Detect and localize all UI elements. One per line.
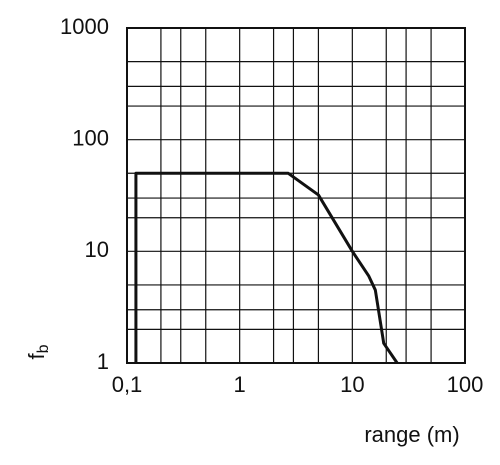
x-tick-label: 100 xyxy=(447,372,484,397)
x-tick-label: 0,1 xyxy=(112,372,143,397)
plot-frame xyxy=(126,27,466,364)
x-axis-label: range (m) xyxy=(364,422,459,447)
y-axis-label-main: f xyxy=(24,353,49,360)
y-tick-label: 1000 xyxy=(60,14,109,39)
data-line xyxy=(134,171,399,364)
x-tick-label: 1 xyxy=(234,372,246,397)
x-tick-label: 10 xyxy=(340,372,364,397)
y-tick-label: 100 xyxy=(72,125,109,150)
y-axis-label: fb xyxy=(24,344,52,359)
y-tick-label: 1 xyxy=(97,349,109,374)
y-tick-label: 10 xyxy=(85,237,109,262)
y-axis-label-sub: b xyxy=(35,344,52,353)
